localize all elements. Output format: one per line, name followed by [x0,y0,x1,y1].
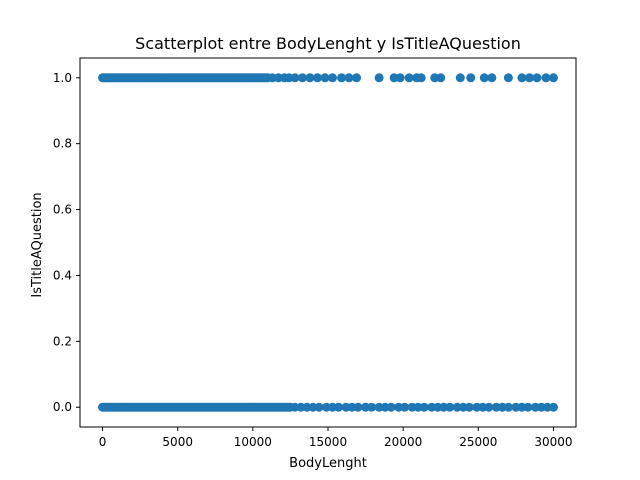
data-point [548,73,558,83]
x-tick-label: 0 [99,435,107,449]
x-tick-label: 5000 [162,435,193,449]
data-point [479,73,489,83]
data-point [503,402,513,412]
data-point [455,73,465,83]
data-point [445,402,455,412]
data-point [352,73,362,83]
x-tick-label: 15000 [309,435,347,449]
x-tick-label: 25000 [459,435,497,449]
x-tick-label: 10000 [234,435,272,449]
data-point [386,402,396,412]
data-point [305,73,315,83]
data-point [541,73,551,83]
data-point [503,73,513,83]
data-point [312,73,322,83]
data-point [548,402,558,412]
data-point [367,402,377,412]
y-tick-label: 0.2 [53,334,72,348]
y-axis: 0.0 0.2 0.4 0.6 0.8 1.0 [53,71,80,414]
data-point [517,73,527,83]
x-tick-label: 30000 [534,435,572,449]
data-point [523,402,533,412]
data-point [334,402,344,412]
x-axis: 0 5000 10000 15000 20000 25000 30000 [99,427,573,449]
plot-frame [79,57,577,428]
data-point [344,73,354,83]
data-point [353,402,363,412]
y-axis-label: IsTitleAQuestion [30,192,45,297]
data-point [290,73,300,83]
data-point [484,402,494,412]
data-point [297,73,307,83]
x-axis-label: BodyLenght [289,456,367,471]
y-tick-label: 1.0 [53,71,72,85]
data-point [416,73,426,83]
data-point [532,73,542,83]
y-tick-label: 0.4 [53,268,72,282]
data-point [320,73,330,83]
data-point [374,73,384,83]
data-point [395,73,405,83]
y-tick-label: 0.0 [53,400,72,414]
data-point [464,402,474,412]
x-tick-label: 20000 [384,435,422,449]
data-point [314,402,324,412]
data-point [419,402,429,412]
chart-title: Scatterplot entre BodyLenght y IsTitleAQ… [135,34,521,53]
data-point [466,73,476,83]
data-point [328,73,338,83]
data-point [400,402,410,412]
y-tick-label: 0.6 [53,203,72,217]
data-point [524,73,534,83]
data-point [436,73,446,83]
y-tick-label: 0.8 [53,137,72,151]
data-point [487,73,497,83]
points-layer [98,73,558,412]
data-point [337,73,347,83]
data-point [404,73,414,83]
